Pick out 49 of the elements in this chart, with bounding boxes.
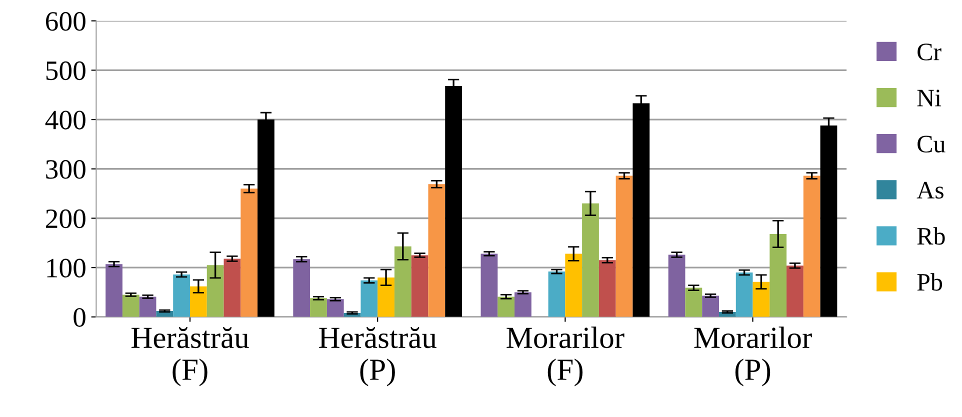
- bar: [786, 266, 804, 317]
- bar: [190, 286, 207, 317]
- bar: [326, 299, 344, 317]
- x-tick-label: Morarilor (F): [506, 326, 624, 386]
- bar: [411, 255, 428, 317]
- legend-label: Rb: [917, 227, 945, 245]
- bar: [394, 246, 412, 317]
- bar: [514, 292, 532, 317]
- bar: [685, 288, 702, 317]
- legend-label: Cr: [918, 44, 942, 60]
- bar: [310, 298, 327, 317]
- y-tick-label: 200: [46, 209, 86, 228]
- y-tick-label: 400: [45, 110, 86, 130]
- y-tick-label: 0: [74, 308, 86, 327]
- legend-label: Ni: [917, 90, 942, 106]
- legend-label: As: [916, 182, 944, 199]
- bar: [498, 296, 515, 317]
- bar: [582, 203, 599, 317]
- y-tick-label: 500: [46, 61, 86, 80]
- bar: [598, 260, 616, 317]
- bar: [752, 282, 770, 317]
- bar: [702, 296, 719, 317]
- bar: [106, 264, 122, 317]
- bar: [548, 272, 566, 317]
- bar: [736, 272, 753, 317]
- bar: [206, 265, 224, 317]
- bar: [122, 294, 140, 317]
- bar: [803, 176, 820, 317]
- bar: [480, 254, 498, 317]
- y-tick-label: 100: [47, 258, 86, 278]
- bar: [224, 258, 241, 317]
- bar: [378, 277, 394, 317]
- y-tick-label: 600: [46, 12, 86, 31]
- bar: [139, 296, 156, 317]
- bar: [616, 176, 633, 317]
- x-tick-label: Herăstrău (F): [131, 326, 249, 386]
- bar: [565, 254, 582, 317]
- legend-label: Pb: [917, 273, 942, 291]
- y-tick-label: 300: [46, 160, 86, 179]
- x-tick-label: Morarilor (P): [694, 326, 812, 386]
- bar: [770, 234, 787, 317]
- bar: [173, 274, 190, 317]
- legend-label: Cu: [918, 136, 946, 153]
- bar: [668, 254, 686, 317]
- x-tick-label: Herăstrău (P): [319, 326, 436, 386]
- bar: [360, 280, 378, 317]
- bar: [428, 184, 446, 317]
- bar: [240, 188, 258, 317]
- bar: [293, 259, 310, 317]
